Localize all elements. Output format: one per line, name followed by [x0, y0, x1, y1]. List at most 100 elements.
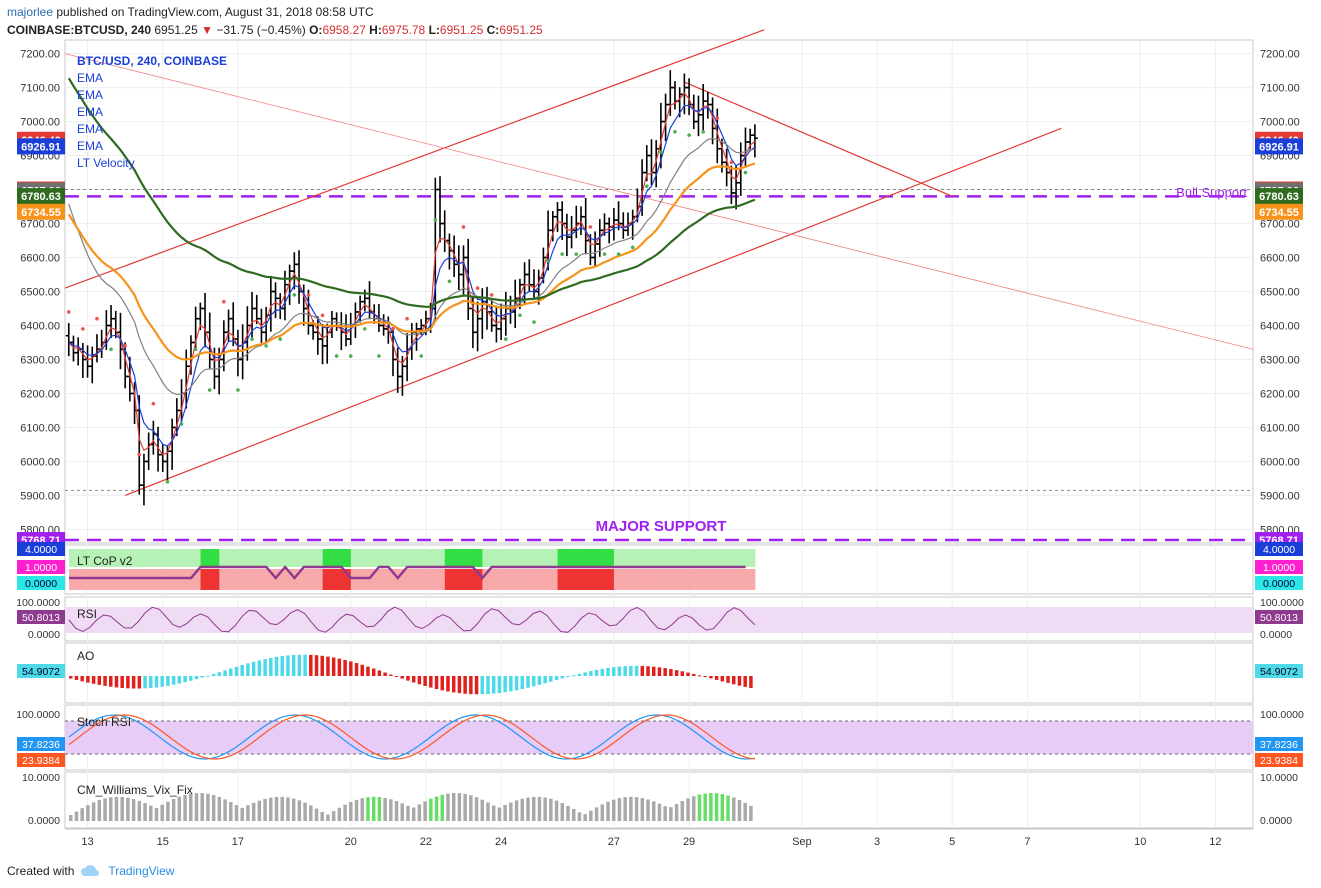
ltcop-bear-band	[209, 569, 220, 590]
ltcop-bull-band	[162, 549, 173, 567]
ao-bar	[114, 676, 119, 688]
ao-bar	[743, 676, 747, 687]
vix-bar	[337, 807, 342, 821]
ltcop-bull-band	[125, 549, 136, 567]
stoch-scale-text: 37.8236	[22, 739, 60, 751]
vix-bar	[451, 793, 456, 821]
rsi-scale-text: 0.0000	[28, 629, 60, 641]
vix-bar	[326, 814, 330, 821]
ltcop-scale-box	[17, 560, 65, 574]
ltcop-bear-band	[388, 569, 399, 590]
ao-bar	[143, 676, 147, 689]
vix-bar	[97, 800, 102, 821]
ltcop-bull-band	[341, 549, 352, 567]
ao-bar	[394, 676, 399, 677]
vix-fix-pane-title: CM_Williams_Vix_Fix	[77, 783, 193, 797]
ao-bar	[669, 669, 673, 676]
sar-dot	[95, 316, 99, 321]
ao-bar	[474, 676, 479, 695]
ao-bar	[291, 654, 296, 676]
rsi-line	[68, 606, 756, 633]
ltcop-bear-band	[726, 569, 737, 590]
price-label-box	[1255, 203, 1303, 220]
ltcop-bull-band	[510, 549, 521, 567]
ltcop-bear-band	[707, 569, 718, 590]
y-tick-label: 6500.00	[1260, 287, 1300, 299]
sar-dot	[363, 327, 367, 331]
ltcop-bull-band	[698, 549, 709, 567]
sar-dot	[250, 337, 254, 341]
ltcop-bear-band	[736, 569, 746, 590]
rsi-scale-text: 100.0000	[16, 597, 60, 609]
publish-info: majorlee published on TradingView.com, A…	[7, 5, 374, 19]
ao-bar	[269, 657, 273, 676]
ao-bar	[183, 676, 187, 683]
ao-bar	[411, 676, 416, 683]
legend-ema-5: EMA	[77, 139, 103, 153]
y-tick-label: 7000.00	[1260, 117, 1300, 129]
ao-bar	[583, 672, 587, 676]
ltcop-bull-band	[285, 549, 295, 567]
ao-bar	[417, 676, 422, 685]
stoch-k-line	[68, 714, 755, 760]
vix-bar	[143, 803, 147, 821]
ao-bar	[566, 676, 570, 677]
ao-bar	[469, 676, 473, 695]
ltcop-bear-band	[360, 569, 371, 590]
ao-bar	[303, 654, 307, 676]
ltcop-bear-band	[115, 569, 126, 590]
rsi-band	[65, 607, 1253, 633]
tradingview-brand[interactable]: TradingView	[108, 864, 175, 878]
sar-dot	[546, 259, 550, 263]
ao-bar	[697, 675, 702, 677]
vix-bar	[714, 793, 719, 821]
legend-ema-3: EMA	[77, 105, 103, 119]
vix-bar	[537, 796, 542, 821]
ao-bar	[354, 663, 359, 676]
vix-bar	[480, 799, 485, 821]
ao-pane-title: AO	[77, 649, 94, 663]
sar-dot	[447, 279, 452, 284]
vix-bar	[623, 797, 627, 821]
stoch-scale-box	[1255, 737, 1303, 751]
ltcop-scale-text: 1.0000	[1263, 562, 1295, 574]
vix-bar	[720, 794, 725, 821]
ao-bar	[720, 676, 725, 682]
ao-bar	[726, 676, 730, 683]
sar-dot	[630, 245, 635, 250]
ltcop-bear-band	[576, 569, 587, 590]
ltcop-pane-title: LT CoP v2	[77, 554, 133, 568]
ltcop-bull-band	[557, 549, 568, 567]
ema-line	[68, 104, 756, 447]
ltcop-bear-band	[651, 569, 662, 590]
vix-bar	[743, 802, 747, 821]
x-tick-label: 20	[345, 836, 357, 848]
ltcop-bear-band	[219, 569, 230, 590]
x-tick-label: 5	[949, 836, 955, 848]
y-tick-label: 7200.00	[20, 49, 60, 61]
ltcop-bear-band	[191, 569, 202, 590]
ltcop-bear-band	[670, 569, 681, 590]
sar-dot	[687, 133, 691, 137]
x-tick-label: 7	[1024, 836, 1030, 848]
ltcop-bull-band	[585, 549, 596, 567]
vix-bar	[629, 796, 633, 821]
ltcop-bear-band	[519, 569, 530, 590]
footer: Created with TradingView	[7, 864, 174, 878]
ltcop-bear-band	[717, 569, 728, 590]
vix-bar	[463, 793, 467, 821]
rsi-scale-text: 100.0000	[1260, 597, 1304, 609]
ao-bar	[80, 676, 84, 682]
ltcop-bull-band	[642, 549, 653, 567]
ltcop-bull-band	[407, 549, 418, 567]
trendline	[124, 127, 1062, 496]
low-label: L:	[428, 23, 440, 37]
author-name[interactable]: majorlee	[7, 5, 54, 19]
legend-ema-1: EMA	[77, 71, 103, 85]
vix-bar	[697, 794, 702, 821]
stoch-rsi-pane-title: Stoch RSI	[77, 715, 131, 729]
ltcop-bear-band	[454, 569, 465, 590]
ao-scale-box	[1255, 664, 1303, 678]
vix-bar	[114, 796, 119, 821]
